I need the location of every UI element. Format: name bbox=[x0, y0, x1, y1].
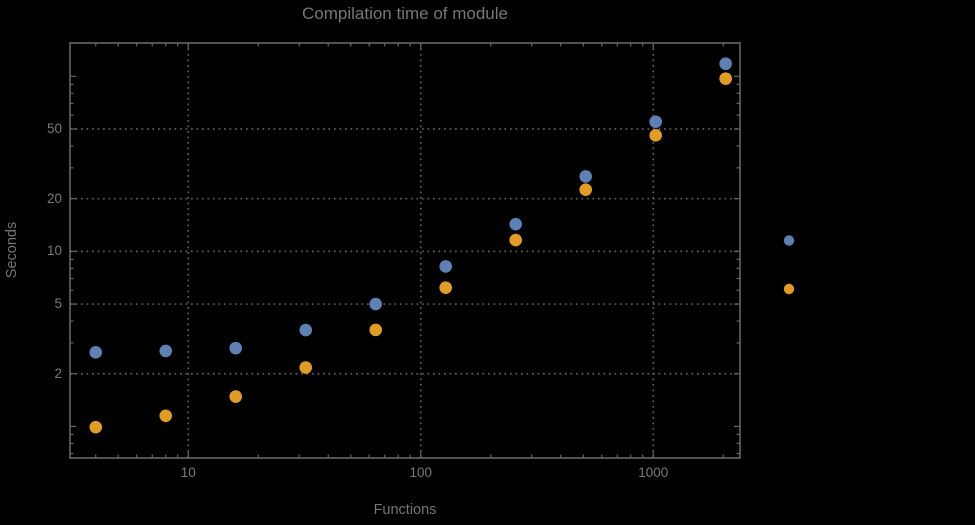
y-tick-label: 5 bbox=[54, 296, 62, 312]
x-axis-label: Functions bbox=[373, 502, 437, 518]
data-point-blue bbox=[89, 346, 103, 359]
data-point-blue bbox=[719, 57, 732, 71]
data-point-orange bbox=[159, 409, 173, 423]
y-tick-label: 10 bbox=[46, 243, 62, 259]
data-point-orange bbox=[439, 281, 453, 295]
y-tick-label: 20 bbox=[46, 190, 62, 206]
data-point-blue bbox=[649, 115, 662, 129]
data-point-blue bbox=[579, 170, 592, 183]
data-point-orange bbox=[649, 129, 662, 142]
y-axis-label: Seconds bbox=[4, 221, 20, 279]
data-point-blue bbox=[369, 297, 383, 311]
data-point-orange bbox=[719, 72, 732, 85]
x-tick-label: 100 bbox=[409, 465, 433, 480]
data-point-orange bbox=[229, 390, 243, 403]
x-tick-label: 10 bbox=[180, 465, 196, 480]
legend-marker-1 bbox=[783, 235, 795, 246]
data-point-orange bbox=[89, 420, 103, 434]
data-point-blue bbox=[229, 341, 243, 355]
data-point-blue bbox=[439, 260, 453, 273]
x-tick-label: 1000 bbox=[638, 465, 669, 480]
legend-marker-2 bbox=[783, 283, 795, 295]
data-point-orange bbox=[369, 323, 383, 337]
data-point-orange bbox=[509, 233, 523, 247]
data-point-blue bbox=[159, 344, 173, 358]
data-point-orange bbox=[299, 361, 313, 374]
plot-frame bbox=[69, 42, 741, 459]
data-point-blue bbox=[509, 217, 523, 231]
chart-title: Compilation time of module bbox=[302, 4, 508, 23]
y-tick-label: 50 bbox=[46, 121, 62, 136]
data-point-blue bbox=[299, 323, 313, 337]
y-tick-label: 2 bbox=[54, 365, 62, 381]
data-point-orange bbox=[579, 183, 592, 197]
